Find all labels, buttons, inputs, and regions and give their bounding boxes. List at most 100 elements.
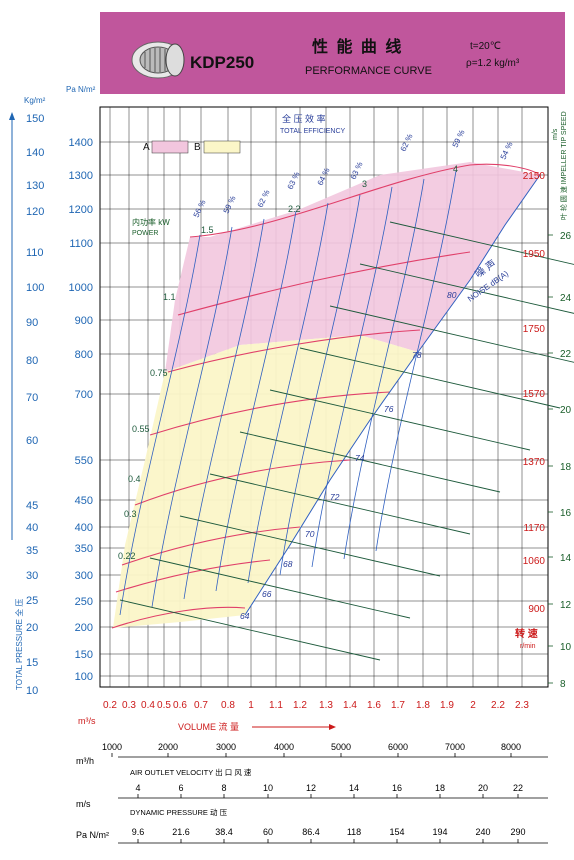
outlet-velocity-title: AIR OUTLET VELOCITY 出 口 风 速: [130, 767, 252, 777]
x-tick: 1.2: [293, 700, 307, 711]
x-tick: 1.9: [440, 700, 454, 711]
tip-speed-tick: 20: [560, 405, 572, 416]
speed-tick: 1570: [523, 389, 546, 400]
y-tick-kg: 20: [26, 622, 38, 634]
region-b: [113, 335, 418, 628]
ms-ticks: 4 6 8 10 12 14 16 18 20 22: [135, 783, 523, 798]
speed-curve: [189, 163, 541, 238]
power-cn: 内功率 kW: [132, 217, 170, 227]
speed-tick: 1060: [523, 556, 546, 567]
m3h-tick: 5000: [331, 742, 351, 752]
model-name: KDP250: [190, 53, 254, 72]
y-tick-pa: 700: [75, 389, 93, 401]
ms-tick: 18: [435, 783, 445, 793]
pa-ticks: 9.6 21.6 38.4 60 86.4 118 154 194 240 290: [132, 827, 526, 843]
x-tick: 0.7: [194, 700, 208, 711]
tip-speed-tick: 14: [560, 553, 572, 564]
power-label: 0.3: [124, 509, 137, 519]
legend-a-label: A: [143, 142, 150, 153]
efficiency-line: [311, 186, 393, 568]
ms-tick: 22: [513, 783, 523, 793]
m3h-tick: 6000: [388, 742, 408, 752]
efficiency-line: [215, 210, 297, 592]
y-tick-pa: 300: [75, 570, 93, 582]
efficiency-line: [151, 226, 233, 608]
y-tick-pa: 800: [75, 349, 93, 361]
ms-tick: 12: [306, 783, 316, 793]
x-tick: 1: [248, 700, 254, 711]
x-tick: 1.4: [343, 700, 357, 711]
right-unit: m/s: [552, 128, 559, 140]
pa-tick: 60: [263, 827, 273, 837]
y-tick-pa: 1000: [69, 282, 93, 294]
speed-curve: [111, 606, 246, 629]
x-unit: m³/s: [78, 716, 96, 726]
pa-tick: 38.4: [215, 827, 233, 837]
power-label: 3: [362, 179, 367, 189]
m3h-tick: 3000: [216, 742, 236, 752]
noise-label: 70: [305, 529, 315, 539]
speed-tick: 1950: [523, 249, 546, 260]
y-axis-ticks: 150 140 130 120 110 100 90 80 70 60 45 40 35 30 25 20 15…: [26, 113, 93, 697]
power-line: [359, 263, 574, 314]
efficiency-line: [247, 202, 329, 584]
m3h-ticks: 1000 2000 3000 4000 5000 6000 7000 8000: [102, 742, 521, 757]
y-unit-kg: Kg/m²: [24, 96, 46, 105]
power-line: [329, 305, 574, 363]
tip-speed-tick: 12: [560, 600, 572, 611]
x-tick: 1.1: [269, 700, 283, 711]
ms-tick: 6: [178, 783, 183, 793]
pa-label: Pa N/m²: [76, 830, 109, 840]
power-label: 0.4: [128, 474, 141, 484]
power-line: [179, 515, 441, 577]
speed-unit: r/min: [520, 643, 536, 650]
y-tick-pa: 1300: [69, 170, 93, 182]
m3h-tick: 8000: [501, 742, 521, 752]
tip-speed-tick: 18: [560, 462, 572, 473]
total-efficiency-cn: 全 压 效 率: [282, 113, 326, 124]
title-en: PERFORMANCE CURVE: [305, 65, 432, 77]
x-tick: 1.3: [319, 700, 333, 711]
y-unit-pa: Pa N/m²: [66, 85, 96, 94]
x-tick: 1.7: [391, 700, 405, 711]
power-label: 1.5: [201, 225, 214, 235]
y-tick-kg: 130: [26, 180, 44, 192]
noise-boundary: [244, 174, 541, 616]
noise-label: 78: [412, 350, 422, 360]
temperature-note: t=20℃: [470, 41, 501, 52]
y-tick-pa: 550: [75, 455, 93, 467]
ms-tick: 4: [135, 783, 140, 793]
pa-tick: 154: [389, 827, 404, 837]
x-tick: 2.3: [515, 700, 529, 711]
tip-speed-tick: 22: [560, 349, 572, 360]
y-tick-pa: 1200: [69, 204, 93, 216]
power-line: [119, 599, 381, 661]
speed-curve: [177, 251, 471, 316]
x-axis-arrowhead: [329, 724, 336, 730]
y-tick-kg: 80: [26, 355, 38, 367]
noise-label: 68: [283, 559, 293, 569]
efficiency-line: [375, 170, 457, 552]
efficiency-line: [183, 218, 265, 600]
y-tick-kg: 35: [26, 545, 38, 557]
fan-icon: [131, 41, 185, 79]
speed-curve: [115, 559, 271, 593]
pa-tick: 240: [475, 827, 490, 837]
x-tick: 1.6: [367, 700, 381, 711]
right-axis-ticks: 26 24 22 20 18 16 14 12 10 8 2150 1950 1750 1570 1370 1…: [523, 171, 572, 690]
x-axis-ticks: 0.2 0.3 0.4 0.5 0.6 0.7 0.8 1 1.1 1.2 1.3 1.4 1.6 1.7…: [103, 700, 529, 711]
power-label: 2.2: [288, 204, 301, 214]
ms-tick: 20: [478, 783, 488, 793]
y-tick-pa: 900: [75, 315, 93, 327]
y-tick-kg: 40: [26, 522, 38, 534]
pa-tick: 194: [432, 827, 447, 837]
x-tick: 1.8: [416, 700, 430, 711]
y-tick-kg: 15: [26, 657, 38, 669]
y-tick-pa: 1400: [69, 137, 93, 149]
ms-tick: 14: [349, 783, 359, 793]
x-tick: 2.2: [491, 700, 505, 711]
y-axis-title: TOTAL PRESSURE 全 压: [14, 599, 24, 690]
speed-curve: [121, 526, 301, 566]
y-tick-kg: 120: [26, 206, 44, 218]
